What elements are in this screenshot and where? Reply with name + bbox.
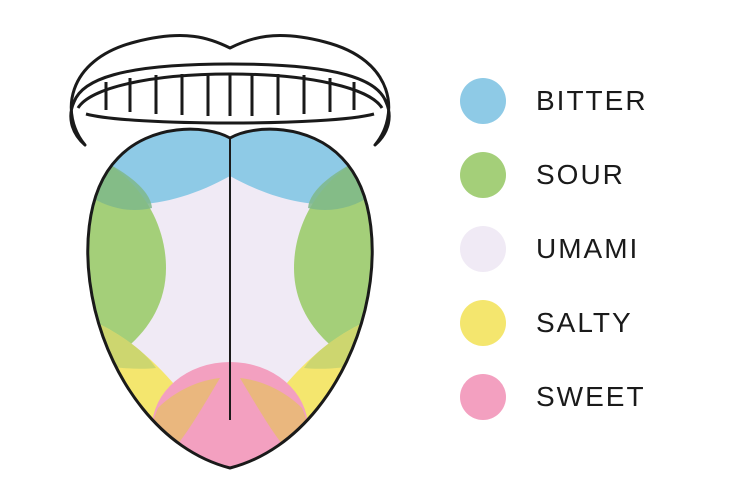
legend-item-sweet: SWEET: [460, 374, 648, 420]
legend-label-sour: SOUR: [536, 159, 625, 191]
legend-item-umami: UMAMI: [460, 226, 648, 272]
legend-label-sweet: SWEET: [536, 381, 646, 413]
legend-label-bitter: BITTER: [536, 85, 648, 117]
legend-item-salty: SALTY: [460, 300, 648, 346]
tongue-illustration: [40, 20, 420, 480]
legend-label-umami: UMAMI: [536, 233, 639, 265]
mouth-outline: [71, 36, 389, 145]
legend-item-sour: SOUR: [460, 152, 648, 198]
swatch-sour: [460, 152, 506, 198]
taste-map-diagram: BITTER SOUR UMAMI SALTY SWEET: [0, 0, 750, 500]
swatch-bitter: [460, 78, 506, 124]
legend-label-salty: SALTY: [536, 307, 633, 339]
swatch-salty: [460, 300, 506, 346]
legend: BITTER SOUR UMAMI SALTY SWEET: [460, 78, 648, 420]
tongue-body: [40, 120, 420, 480]
swatch-sweet: [460, 374, 506, 420]
legend-item-bitter: BITTER: [460, 78, 648, 124]
swatch-umami: [460, 226, 506, 272]
